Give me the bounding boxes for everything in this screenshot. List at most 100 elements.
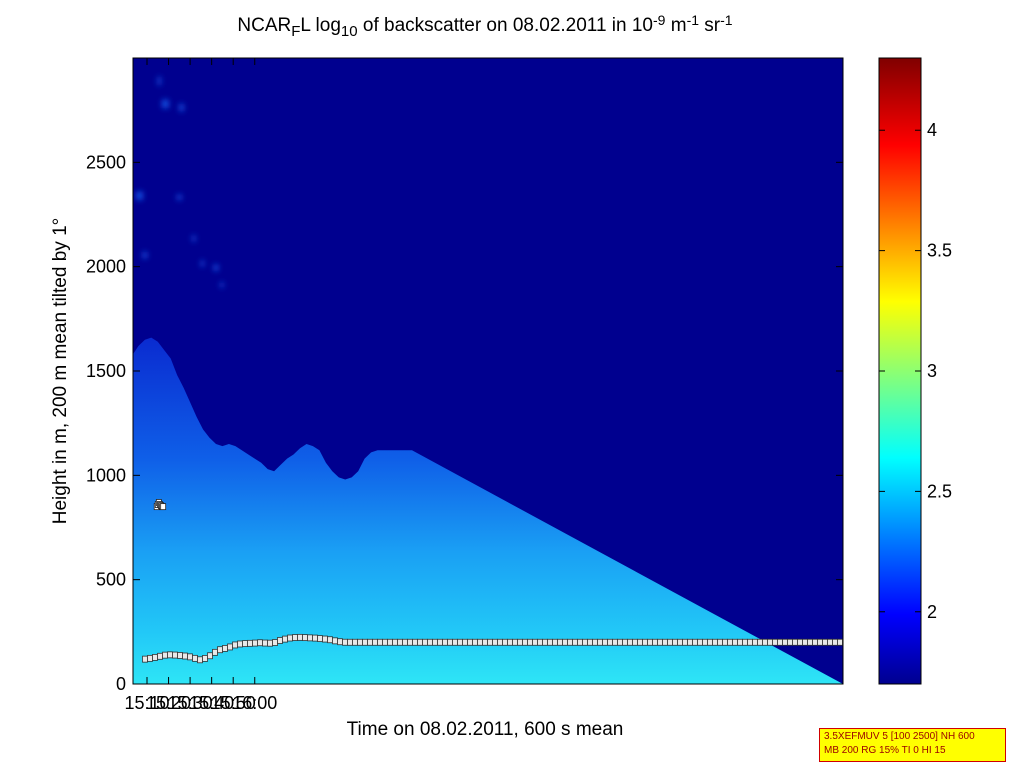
boundary-layer-marker bbox=[262, 639, 268, 647]
cloud-patch bbox=[200, 260, 204, 267]
boundary-layer-marker bbox=[677, 638, 683, 646]
boundary-layer-marker bbox=[702, 638, 708, 646]
boundary-layer-marker bbox=[562, 638, 568, 646]
elevated-layer-marker bbox=[160, 503, 167, 511]
boundary-layer-marker bbox=[482, 638, 488, 646]
boundary-layer-marker bbox=[812, 638, 818, 646]
boundary-layer-marker bbox=[452, 638, 458, 646]
boundary-layer-marker bbox=[332, 637, 338, 645]
boundary-layer-marker bbox=[747, 638, 753, 646]
x-tick-label: 15:50 bbox=[211, 693, 256, 713]
boundary-layer-marker bbox=[657, 638, 663, 646]
cloud-patch bbox=[177, 194, 182, 200]
boundary-layer-marker bbox=[577, 638, 583, 646]
colorbar bbox=[878, 57, 922, 685]
elevated-layer-markers bbox=[153, 499, 167, 511]
boundary-layer-marker bbox=[292, 634, 298, 641]
boundary-layer-marker bbox=[772, 638, 778, 646]
boundary-layer-marker bbox=[297, 633, 303, 641]
boundary-layer-marker bbox=[372, 638, 378, 646]
boundary-layer-marker bbox=[167, 651, 173, 659]
boundary-layer-marker bbox=[247, 639, 253, 647]
boundary-layer-marker bbox=[497, 638, 503, 646]
boundary-layer-marker bbox=[787, 638, 793, 646]
boundary-layer-marker bbox=[617, 638, 623, 646]
heatmap-plot-area bbox=[133, 58, 843, 684]
boundary-layer-marker bbox=[512, 638, 518, 646]
y-tick-label: 2500 bbox=[86, 152, 126, 172]
boundary-layer-marker bbox=[732, 638, 738, 646]
boundary-layer-marker bbox=[442, 638, 448, 646]
boundary-layer-marker bbox=[237, 640, 243, 648]
boundary-layer-marker bbox=[607, 638, 613, 646]
boundary-layer-markers bbox=[142, 633, 843, 664]
boundary-layer-marker bbox=[587, 638, 593, 646]
boundary-layer-marker bbox=[467, 638, 473, 646]
boundary-layer-marker bbox=[742, 638, 748, 646]
boundary-layer-marker bbox=[582, 638, 588, 646]
boundary-layer-marker bbox=[487, 638, 493, 646]
boundary-layer-marker bbox=[727, 638, 733, 646]
boundary-layer-marker bbox=[267, 639, 273, 647]
boundary-layer-marker bbox=[212, 648, 218, 656]
cloud-patch bbox=[213, 264, 219, 271]
boundary-layer-marker bbox=[337, 638, 343, 646]
boundary-layer-marker bbox=[642, 638, 648, 646]
boundary-layer-marker bbox=[737, 638, 743, 646]
boundary-layer-marker bbox=[202, 655, 208, 662]
y-tick-label: 1000 bbox=[86, 465, 126, 485]
cloud-patch bbox=[162, 99, 169, 109]
boundary-layer-marker bbox=[207, 652, 213, 660]
boundary-layer-marker bbox=[502, 638, 508, 646]
colorbar-tick-label: 4 bbox=[927, 120, 937, 140]
boundary-layer-marker bbox=[177, 652, 183, 659]
boundary-layer-marker bbox=[287, 634, 293, 642]
x-tick-label: 15:30 bbox=[168, 693, 213, 713]
boundary-layer-marker bbox=[567, 638, 573, 646]
boundary-layer-marker bbox=[602, 638, 608, 646]
info-line-1: 3.5XEFMUV 5 [100 2500] NH 600 bbox=[824, 731, 975, 742]
boundary-layer-marker bbox=[707, 638, 713, 646]
boundary-layer-marker bbox=[172, 651, 178, 659]
boundary-layer-marker bbox=[597, 638, 603, 646]
boundary-layer-marker bbox=[222, 645, 228, 652]
boundary-layer-marker bbox=[547, 638, 553, 646]
x-tick-label: 15:40 bbox=[189, 693, 234, 713]
boundary-layer-marker bbox=[822, 638, 828, 646]
backscatter-layer bbox=[133, 337, 843, 684]
boundary-layer-marker bbox=[517, 638, 523, 646]
boundary-layer-marker bbox=[162, 651, 168, 659]
boundary-layer-marker bbox=[157, 652, 163, 660]
boundary-layer-marker bbox=[407, 638, 413, 646]
boundary-layer-marker bbox=[572, 638, 578, 646]
boundary-layer-marker bbox=[767, 638, 773, 646]
boundary-layer-marker bbox=[757, 638, 763, 646]
info-box: 3.5XEFMUV 5 [100 2500] NH 600 MB 200 RG … bbox=[819, 728, 1006, 762]
boundary-layer-marker bbox=[187, 653, 193, 661]
boundary-layer-marker bbox=[197, 656, 203, 664]
boundary-layer-marker bbox=[472, 638, 478, 646]
boundary-layer-marker bbox=[807, 638, 813, 646]
boundary-layer-marker bbox=[352, 638, 358, 646]
boundary-layer-marker bbox=[282, 635, 288, 643]
boundary-layer-marker bbox=[817, 638, 823, 646]
boundary-layer-marker bbox=[377, 638, 383, 646]
boundary-layer-marker bbox=[357, 638, 363, 646]
boundary-layer-marker bbox=[492, 638, 498, 646]
boundary-layer-marker bbox=[837, 638, 843, 646]
boundary-layer-marker bbox=[307, 634, 313, 642]
boundary-layer-marker bbox=[387, 638, 393, 646]
boundary-layer-marker bbox=[477, 638, 483, 646]
boundary-layer-marker bbox=[557, 638, 563, 646]
boundary-layer-marker bbox=[277, 637, 283, 644]
boundary-layer-marker bbox=[752, 638, 758, 646]
boundary-layer-marker bbox=[552, 638, 558, 646]
boundary-layer-marker bbox=[317, 635, 323, 642]
boundary-layer-marker bbox=[382, 638, 388, 646]
boundary-layer-marker bbox=[662, 638, 668, 646]
boundary-layer-marker bbox=[782, 638, 788, 646]
boundary-layer-marker bbox=[227, 643, 233, 651]
boundary-layer-marker bbox=[242, 640, 248, 647]
